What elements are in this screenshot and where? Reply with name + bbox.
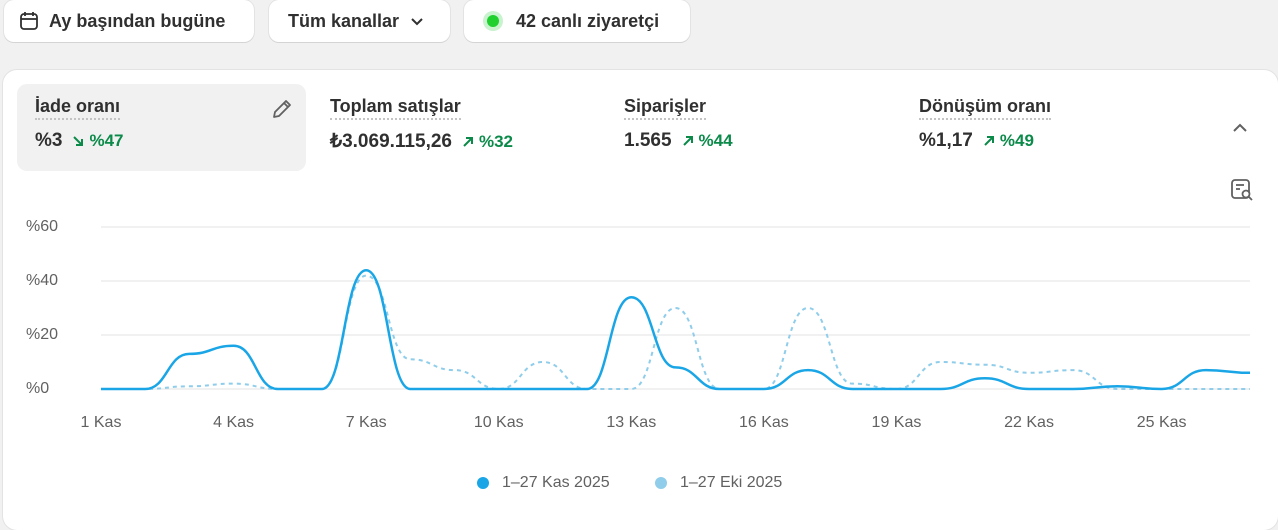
chevron-down	[411, 18, 423, 26]
metric-value: ₺3.069.115,26	[330, 131, 452, 152]
metric-value: %3	[35, 130, 63, 151]
x-tick-label: 10 Kas	[474, 414, 524, 431]
x-tick-label: 4 Kas	[213, 414, 254, 431]
metric-change: %44	[682, 131, 733, 151]
x-tick-label: 16 Kas	[739, 414, 789, 431]
report-icon[interactable]	[1230, 178, 1254, 202]
live-visitors-text: 42 canlı ziyaretçi	[516, 10, 660, 31]
metric-change-text: %44	[698, 131, 733, 150]
x-tick-label: 22 Kas	[1004, 414, 1054, 431]
legend-label: 1–27 Eki 2025	[680, 474, 782, 491]
series-line	[101, 274, 1250, 391]
live-visitors-button[interactable]: 42 canlı ziyaretçi	[464, 0, 690, 42]
channels-button[interactable]: Tüm kanallar	[269, 0, 450, 42]
series-line	[101, 268, 1251, 391]
x-tick-label: 7 Kas	[346, 414, 387, 431]
trend-arrow	[984, 136, 994, 146]
metric-tile[interactable]: Dönüşüm oranı %1,17 %49	[901, 84, 1190, 171]
legend-marker	[655, 477, 667, 489]
legend-marker	[477, 477, 489, 489]
date-range-button[interactable]: Ay başından bugüne	[4, 0, 254, 42]
metric-change: %49	[983, 131, 1034, 151]
metric-value: 1.565	[624, 130, 672, 151]
collapse-chevron[interactable]	[1230, 118, 1250, 138]
metric-label: Toplam satışlar	[330, 96, 461, 120]
y-tick-label: %60	[26, 218, 58, 235]
metric-label: Dönüşüm oranı	[919, 96, 1052, 120]
y-tick-label: %40	[26, 272, 58, 289]
metric-change-text: %47	[89, 131, 124, 150]
x-tick-label: 13 Kas	[606, 414, 656, 431]
legend-label: 1–27 Kas 2025	[502, 474, 610, 491]
metric-tile[interactable]: Toplam satışlar ₺3.069.115,26 %32	[312, 84, 601, 171]
edit-icon[interactable]	[270, 97, 294, 121]
metric-change-text: %32	[478, 131, 514, 151]
metric-tile[interactable]: İade oranı %3 %47	[17, 84, 306, 171]
metric-row: %3 %47	[35, 130, 288, 152]
y-tick-label: %0	[26, 380, 49, 397]
live-dot	[483, 11, 503, 31]
trend-arrow	[73, 136, 84, 146]
metric-label: Siparişler	[624, 96, 707, 120]
metric-change-text: %49	[999, 131, 1034, 150]
x-tick-label: 1 Kas	[81, 414, 122, 431]
metric-row: ₺3.069.115,26 %32	[330, 130, 583, 153]
x-tick-label: 19 Kas	[872, 414, 922, 431]
x-tick-label: 25 Kas	[1137, 414, 1187, 431]
metric-change: %47	[72, 131, 124, 151]
calendar-icon	[20, 12, 38, 30]
metric-change: %32	[462, 132, 513, 152]
trend-arrow	[682, 136, 693, 146]
trend-arrow	[463, 136, 473, 147]
channels-text: Tüm kanallar	[288, 10, 400, 31]
metric-tile[interactable]: Siparişler 1.565 %44	[606, 84, 895, 171]
metric-value: %1,17	[919, 130, 973, 151]
metric-label: İade oranı	[35, 96, 121, 120]
metric-row: 1.565 %44	[624, 130, 877, 152]
y-tick-label: %20	[26, 326, 58, 343]
date-range-text: Ay başından bugüne	[49, 10, 226, 31]
metric-row: %1,17 %49	[919, 130, 1172, 152]
